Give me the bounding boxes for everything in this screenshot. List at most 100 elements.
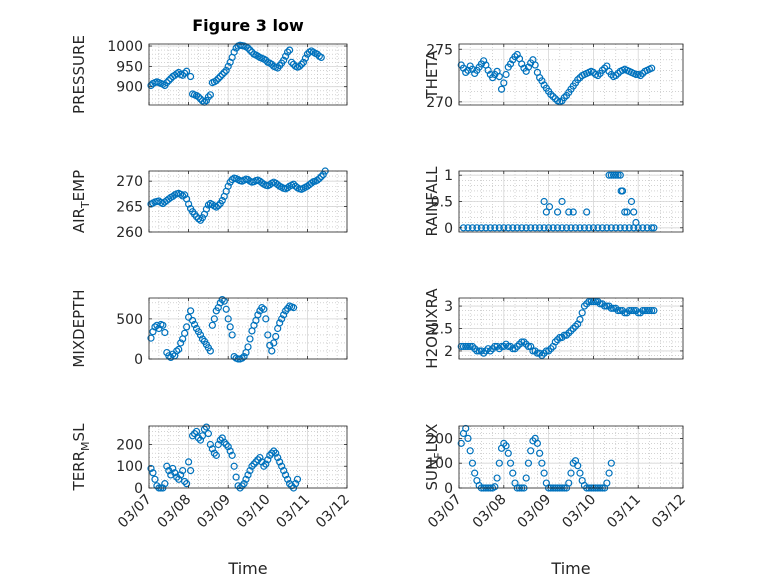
data-point (547, 345, 555, 353)
data-point (165, 76, 173, 85)
data-point (159, 321, 167, 329)
data-point (260, 305, 268, 313)
data-point (468, 224, 477, 232)
data-point (612, 224, 620, 232)
data-point (222, 66, 230, 75)
data-point (230, 48, 238, 56)
data-point (171, 469, 179, 477)
data-point (569, 208, 577, 216)
data-points (147, 296, 298, 363)
data-point (464, 224, 472, 232)
data-point (238, 354, 246, 362)
subplot-3: 260 265 270 AIRTEMP (70, 167, 348, 241)
data-point (641, 306, 649, 315)
data-point (540, 224, 548, 232)
data-point (632, 218, 640, 227)
data-point (167, 471, 175, 479)
data-point (580, 224, 589, 232)
data-point (220, 68, 228, 77)
data-point (477, 347, 485, 355)
data-point (473, 224, 481, 232)
x-tick-label: 03/08 (470, 492, 510, 532)
data-point (513, 342, 521, 351)
data-point (240, 352, 248, 361)
data-point (600, 302, 609, 310)
data-point (183, 67, 191, 75)
data-point (181, 69, 189, 77)
data-point (173, 473, 181, 481)
data-point (224, 182, 232, 190)
data-point (513, 224, 521, 232)
data-point (186, 466, 195, 475)
data-point (188, 316, 197, 325)
data-point (560, 94, 568, 102)
data-point (287, 482, 296, 490)
y-tick-label: 1 (444, 168, 453, 184)
data-point (462, 424, 470, 433)
x-tick-label: 03/09 (194, 492, 234, 532)
data-point (208, 445, 216, 453)
data-point (202, 205, 211, 213)
data-point (212, 203, 220, 211)
data-point (616, 171, 624, 179)
data-point (464, 434, 472, 442)
data-point (495, 73, 503, 81)
data-point (218, 296, 226, 304)
data-point (486, 224, 494, 232)
data-point (218, 196, 226, 205)
data-point (462, 68, 470, 76)
data-point (607, 224, 615, 232)
data-point (222, 440, 230, 449)
data-point (495, 459, 503, 467)
y-tick-label: 270 (116, 174, 143, 190)
data-point (196, 331, 205, 339)
data-point (468, 342, 477, 351)
data-point (272, 332, 280, 341)
x-tick-label: 03/11 (604, 492, 644, 532)
data-point (194, 434, 203, 442)
data-point (585, 297, 593, 306)
data-point (538, 351, 546, 360)
data-point (268, 347, 276, 355)
data-point (188, 432, 197, 440)
data-point (616, 224, 624, 232)
axes-box (148, 170, 348, 233)
data-point (504, 449, 512, 457)
data-point (295, 62, 304, 70)
data-point (192, 427, 201, 436)
data-point (260, 462, 268, 470)
data-point (482, 347, 490, 355)
data-point (181, 477, 189, 486)
data-point (149, 469, 157, 477)
data-point (562, 224, 571, 232)
data-point (317, 53, 325, 62)
data-point (291, 480, 300, 488)
data-point (522, 224, 530, 232)
data-point (232, 473, 240, 481)
data-point (230, 462, 238, 470)
data-point (603, 224, 611, 232)
data-point (226, 323, 234, 331)
data-point (594, 71, 602, 80)
x-tick-label: 03/07 (425, 492, 465, 532)
data-point (234, 482, 242, 490)
data-point (473, 347, 481, 355)
y-tick-label: 2 (444, 344, 453, 360)
data-point (553, 208, 562, 216)
data-point (502, 442, 510, 450)
data-point (293, 475, 302, 483)
data-point (547, 90, 555, 99)
data-point (594, 224, 602, 232)
data-point (544, 347, 553, 355)
data-point (565, 329, 573, 337)
data-point (524, 342, 533, 351)
data-point (208, 321, 216, 329)
data-point (576, 469, 584, 477)
data-point (214, 440, 222, 449)
data-point (650, 224, 658, 232)
data-point (551, 338, 559, 346)
data-point (244, 44, 252, 52)
data-point (562, 331, 571, 339)
